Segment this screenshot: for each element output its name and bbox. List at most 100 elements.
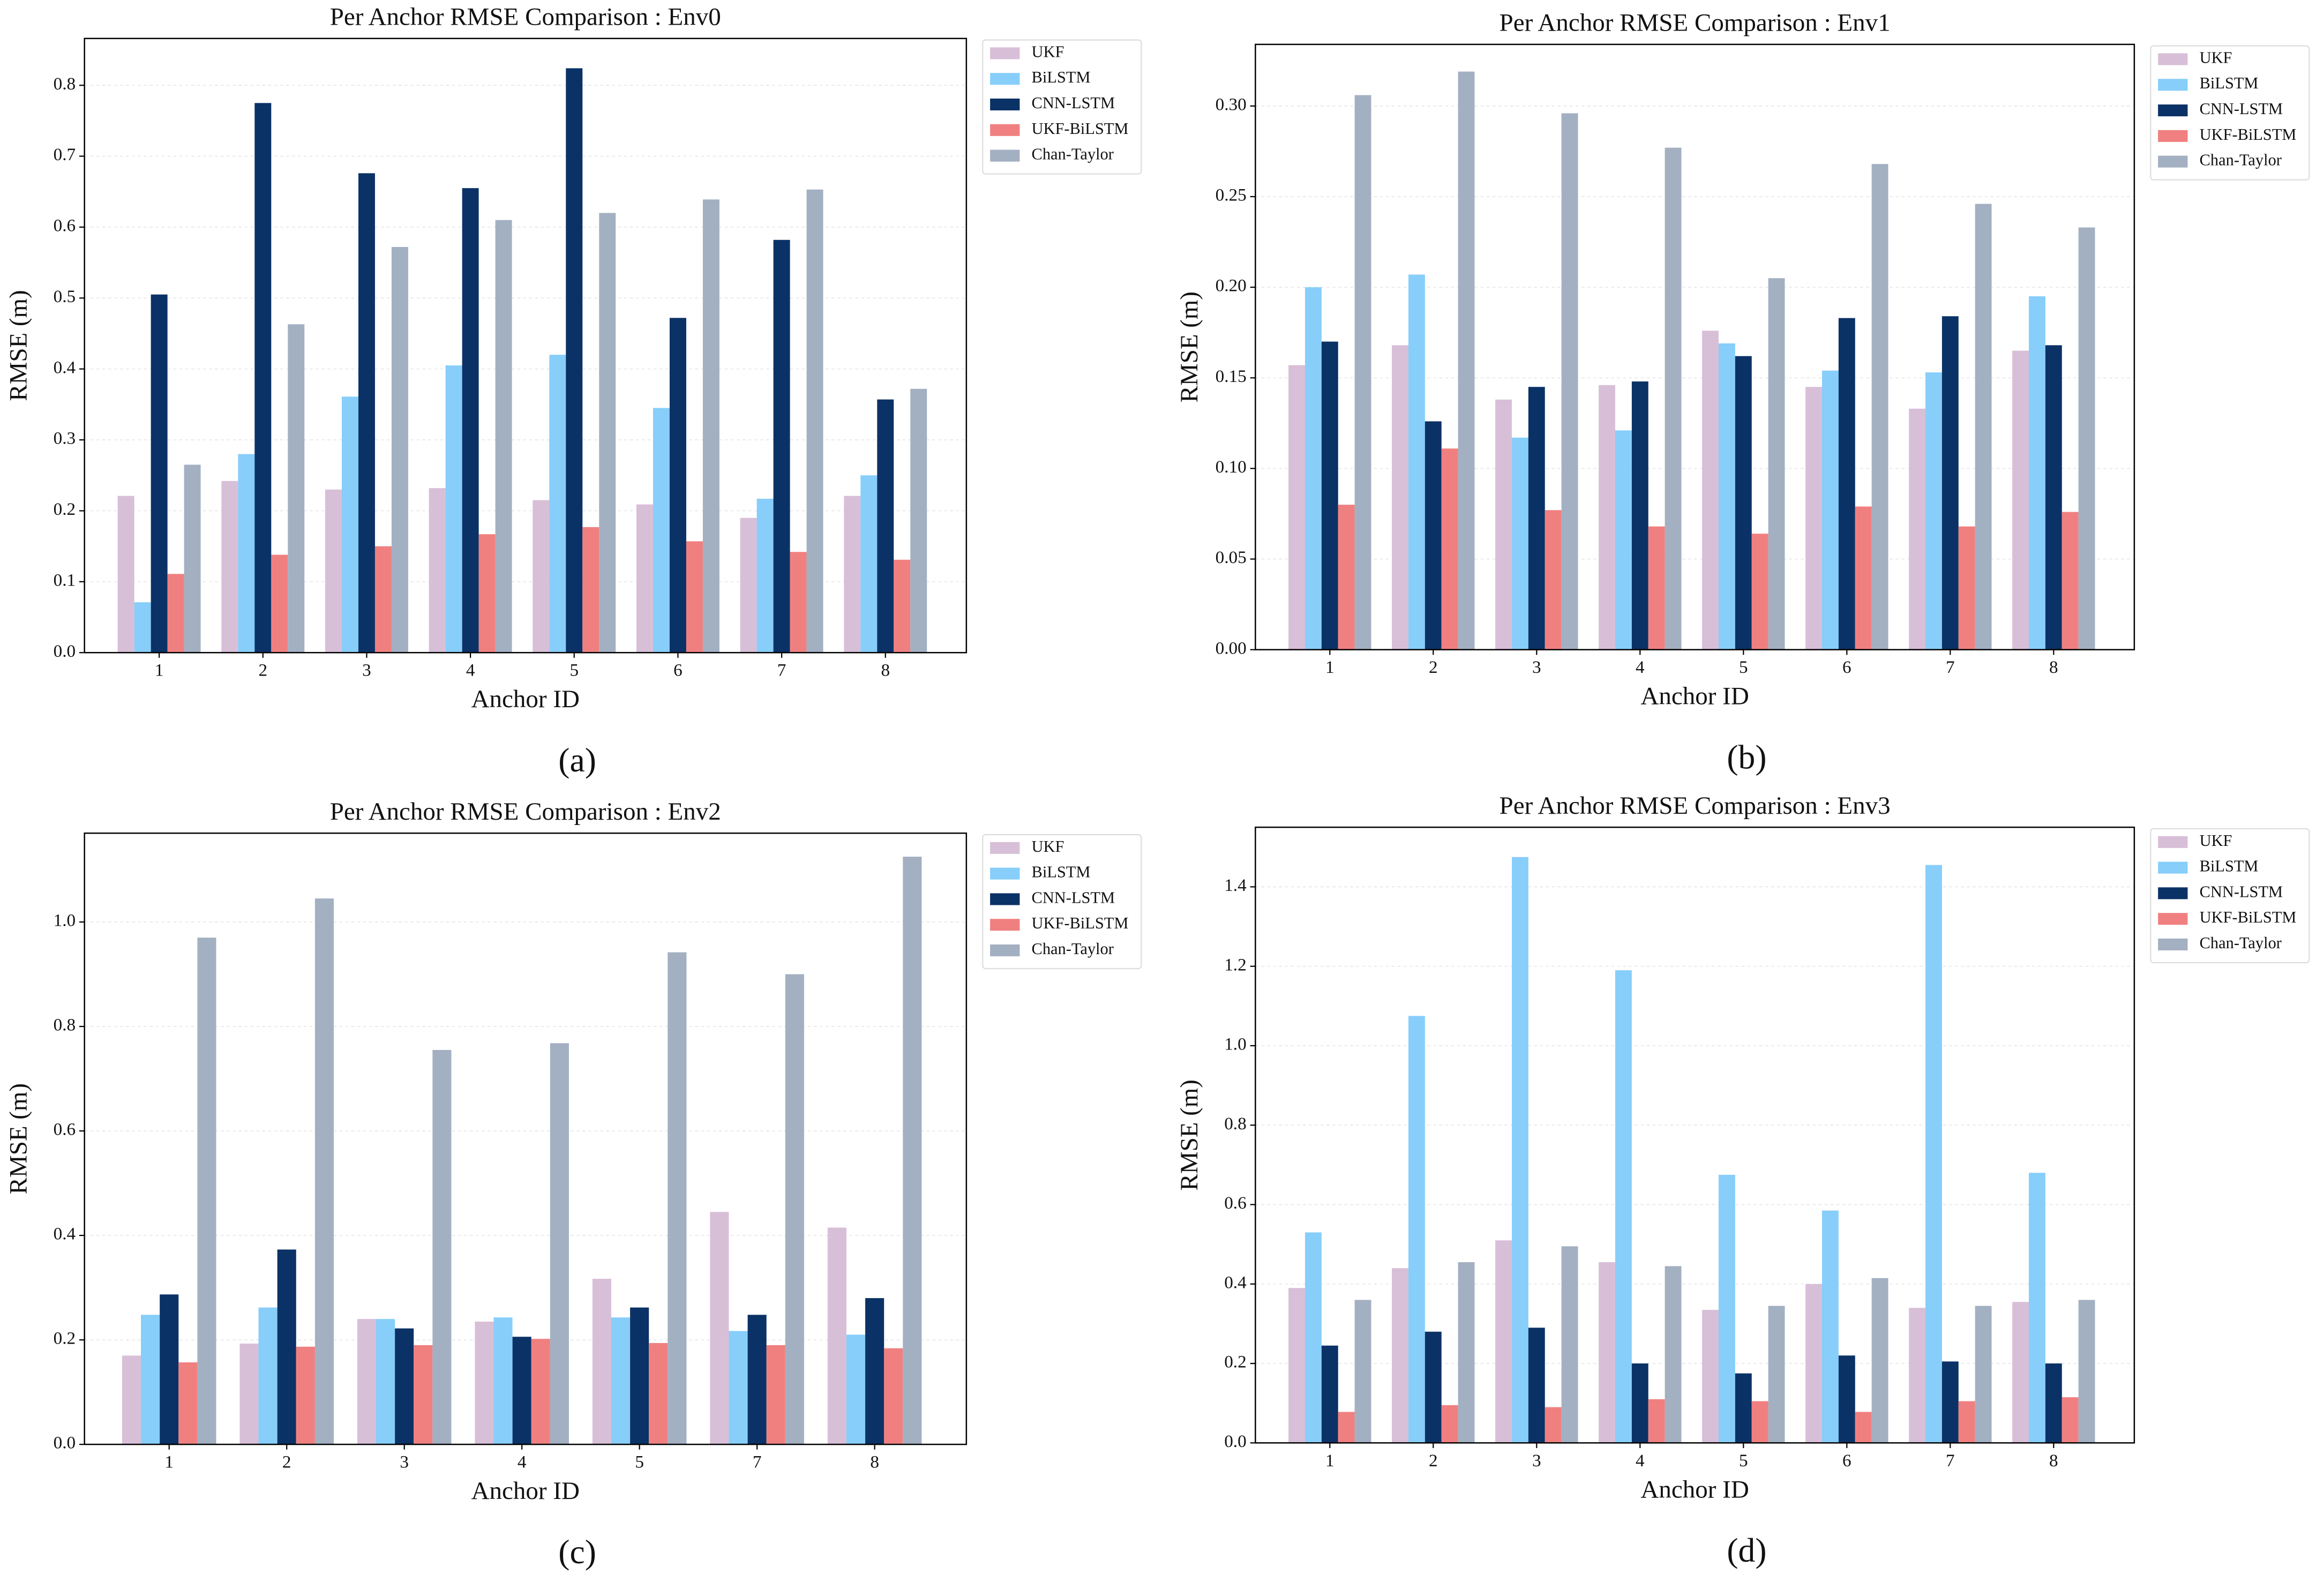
chart-title: Per Anchor RMSE Comparison : Env1 <box>1500 9 1891 37</box>
bar <box>1805 387 1823 650</box>
bar <box>877 399 894 653</box>
bar <box>445 365 462 653</box>
bar <box>462 188 479 653</box>
legend-swatch <box>990 98 1020 111</box>
panel: 0.0 0.2 0.4 0.6 0.8 1.0 1 2 3 4 5 7 8 Per Anchor RMSE… <box>4 798 1142 1571</box>
legend-swatch <box>2158 861 2188 874</box>
bar <box>710 1212 729 1445</box>
y-axis-label: RMSE (m) <box>1175 1079 1203 1190</box>
bar <box>1561 1246 1578 1443</box>
bar <box>493 1317 513 1445</box>
x-tick-label: 3 <box>362 661 371 680</box>
y-tick-label: 0.30 <box>1216 95 1247 115</box>
x-axis-label: Anchor ID <box>471 685 580 713</box>
bar <box>827 1227 846 1445</box>
x-tick-label: 1 <box>1325 657 1335 677</box>
legend-box <box>982 39 1142 175</box>
bar <box>2078 227 2095 650</box>
y-tick-label: 0.1 <box>54 570 76 590</box>
bar <box>184 464 201 653</box>
bar <box>1855 1412 1872 1443</box>
y-tick-label: 0.4 <box>1224 1272 1247 1292</box>
legend-swatch <box>2158 79 2188 91</box>
bar <box>1909 408 1926 650</box>
legend-box <box>982 834 1142 970</box>
x-tick-label: 1 <box>1325 1451 1335 1471</box>
legend-swatch <box>990 124 1020 136</box>
bar <box>1545 510 1562 650</box>
panel-label: (c) <box>558 1533 596 1571</box>
bar <box>221 481 238 653</box>
bar <box>288 324 305 653</box>
bar <box>582 527 599 653</box>
bar <box>512 1337 531 1445</box>
legend-box <box>2150 828 2310 964</box>
legend-label: Chan-Taylor <box>2200 151 2282 169</box>
y-tick-label: 0.15 <box>1216 366 1247 386</box>
bar <box>1615 430 1632 650</box>
bar <box>756 498 774 653</box>
y-tick-label: 1.0 <box>1224 1034 1246 1054</box>
bar <box>391 247 408 653</box>
bar <box>1925 372 1942 650</box>
bar <box>844 496 861 653</box>
x-tick-label: 6 <box>1842 657 1851 677</box>
x-tick-label: 5 <box>1739 1451 1748 1471</box>
bar <box>865 1298 884 1445</box>
x-tick-label: 2 <box>282 1452 291 1472</box>
x-tick-label: 5 <box>569 661 579 680</box>
y-tick-label: 0.00 <box>1216 638 1247 658</box>
bar <box>1735 356 1752 650</box>
legend-swatch <box>2158 53 2188 65</box>
x-tick-label: 5 <box>1739 657 1748 677</box>
legend-swatch <box>990 73 1020 85</box>
legend-box <box>2150 45 2310 181</box>
y-tick-label: 0.0 <box>54 1433 76 1453</box>
bar <box>414 1345 433 1445</box>
y-tick-label: 0.4 <box>54 1224 76 1244</box>
bar <box>1354 1300 1371 1443</box>
bar <box>1458 1262 1475 1443</box>
x-tick-label: 1 <box>164 1452 174 1472</box>
bar <box>1941 1361 1959 1443</box>
legend-label: Chan-Taylor <box>1032 940 1114 958</box>
legend-swatch <box>2158 938 2188 951</box>
bar <box>376 1319 395 1445</box>
plot-frame <box>84 38 968 654</box>
bar <box>1735 1373 1752 1443</box>
bar <box>358 173 375 653</box>
x-tick-label: 7 <box>753 1452 762 1472</box>
legend-swatch <box>2158 104 2188 117</box>
panel-label: (a) <box>558 741 596 779</box>
bar <box>668 952 687 1445</box>
plot-frame <box>1255 43 2135 650</box>
bar <box>1495 399 1512 650</box>
y-tick-label: 0.6 <box>1224 1193 1246 1213</box>
bar <box>296 1346 315 1445</box>
bar <box>1561 113 1578 650</box>
x-tick-label: 2 <box>1429 1451 1438 1471</box>
legend-swatch <box>2158 836 2188 848</box>
legend-label: CNN-LSTM <box>2200 100 2283 118</box>
bar <box>2012 1302 2029 1443</box>
legend-label: Chan-Taylor <box>1032 145 1114 163</box>
bar <box>1648 1399 1665 1443</box>
legend-label: UKF-BiLSTM <box>1032 914 1129 932</box>
legend-swatch <box>2158 887 2188 899</box>
chart-title: Per Anchor RMSE Comparison : Env0 <box>330 3 721 31</box>
bar <box>1599 385 1615 650</box>
bar <box>271 554 288 653</box>
bar <box>533 500 550 653</box>
x-tick-label: 4 <box>518 1452 527 1472</box>
legend-swatch <box>990 944 1020 957</box>
panel-label: (d) <box>1727 1531 1766 1569</box>
bar <box>1958 526 1975 650</box>
bar <box>1909 1308 1926 1443</box>
y-tick-label: 0.7 <box>54 145 76 164</box>
bar <box>429 488 446 653</box>
bar <box>747 1315 767 1445</box>
bar <box>566 68 583 653</box>
bar <box>649 1343 668 1445</box>
